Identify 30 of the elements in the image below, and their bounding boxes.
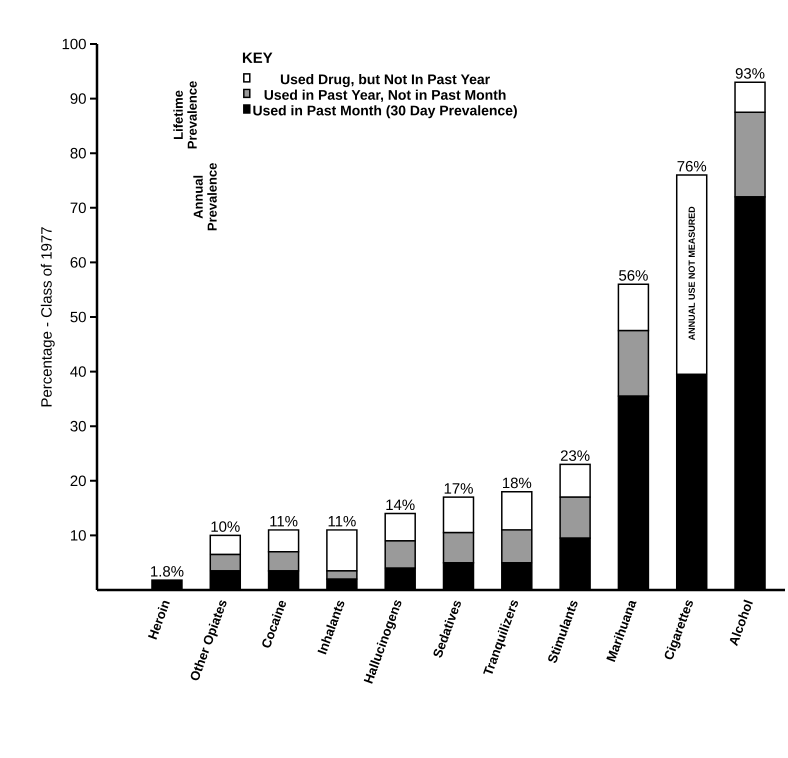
y-axis-title: Percentage - Class of 1977: [40, 227, 55, 406]
annotation: Lifetime Prevalence: [173, 81, 197, 148]
y-tick-label: 50: [70, 312, 86, 322]
legend-label: Used in Past Month (30 Day Prevalence): [253, 105, 517, 118]
legend-label: Used Drug, but Not In Past Year: [280, 74, 490, 88]
annotation: Annual Prevalence: [193, 163, 217, 230]
x-tick-label: Heroin: [148, 600, 170, 640]
legend-label: Used in Past Year, Not in Past Month: [264, 90, 506, 102]
total-label: 14%: [386, 500, 415, 510]
total-label: 18%: [502, 478, 532, 488]
total-label: 76%: [678, 160, 706, 172]
y-tick-label: 20: [70, 476, 86, 486]
total-label: 93%: [736, 68, 764, 79]
total-label: 56%: [619, 270, 648, 281]
y-tick-label: 30: [70, 420, 86, 432]
y-tick-label: 100: [62, 38, 86, 50]
total-label: 17%: [444, 483, 473, 494]
y-tick-label: 10: [71, 530, 86, 541]
annotation: ANNUAL USE NOT MEASURED: [688, 206, 695, 340]
y-tick-label: 90: [70, 93, 86, 104]
y-tick-label: 80: [70, 148, 86, 158]
total-label: 1.8%: [151, 566, 184, 577]
total-label: 11%: [270, 516, 298, 526]
legend-title: KEY: [242, 52, 272, 63]
y-tick-label: 60: [70, 257, 86, 268]
y-tick-label: 70: [70, 202, 86, 214]
y-tick-label: 40: [70, 366, 86, 377]
total-label: 10%: [211, 521, 240, 532]
total-label: 11%: [328, 516, 356, 526]
total-label: 23%: [560, 450, 590, 461]
